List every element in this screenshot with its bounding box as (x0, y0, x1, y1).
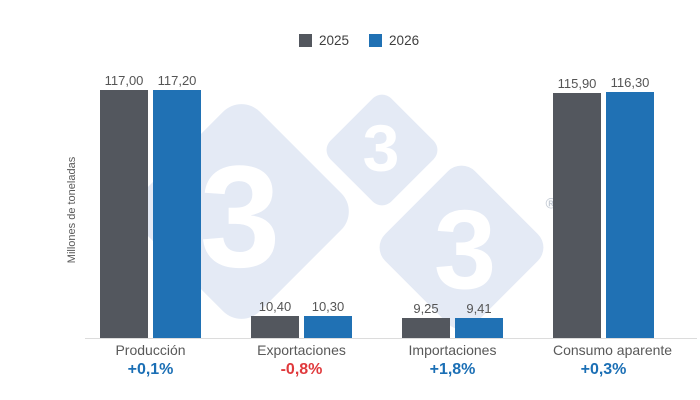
bar-group: 115,90 116,30 Consumo aparente +0,3% (553, 75, 672, 378)
bar-value-label: 10,40 (258, 299, 292, 314)
watermark-digit-right: 3 (433, 187, 497, 312)
delta-label: -0,8% (280, 361, 323, 378)
legend-item-2026: 2026 (369, 33, 419, 48)
category-label: Producción (115, 342, 186, 358)
bar-value-label: 10,30 (311, 299, 345, 315)
category-label: Consumo aparente (553, 342, 673, 358)
bar-value-label: 116,30 (610, 74, 650, 90)
bar-value-label: 9,41 (466, 301, 492, 317)
category-label: Importaciones (408, 342, 497, 358)
bar-group: 117,00 117,20 Producción +0,1% (100, 73, 201, 378)
bar-value-label: 117,20 (157, 73, 197, 88)
legend-swatch-2026 (369, 34, 383, 47)
delta-label: +1,8% (429, 361, 476, 378)
bar-2026: 9,41 (455, 301, 503, 338)
y-axis-label: Millones de toneladas (66, 156, 78, 264)
watermark-digit-top: 3 (362, 111, 400, 185)
bar-2026: 117,20 (153, 73, 201, 338)
bar-value-label: 115,90 (557, 75, 597, 91)
bar-2025: 117,00 (100, 73, 148, 338)
bar-2025: 115,90 (553, 76, 601, 338)
legend-item-2025: 2025 (299, 33, 349, 48)
legend-label-2025: 2025 (319, 33, 350, 48)
registered-trademark-icon: ® (545, 195, 557, 213)
watermark-digit-left: 3 (199, 135, 281, 298)
bar-value-label: 117,00 (104, 73, 144, 89)
legend-label-2026: 2026 (389, 33, 420, 48)
category-label: Exportaciones (257, 342, 346, 358)
bar-value-label: 9,25 (413, 301, 439, 317)
legend-swatch-2025 (299, 34, 312, 47)
legend: 2025 2026 (299, 33, 419, 48)
bar-2026: 116,30 (606, 75, 654, 338)
bar-group: 10,40 10,30 Exportaciones -0,8% (251, 299, 352, 378)
delta-label: +0,1% (127, 361, 174, 378)
bar-group: 9,25 9,41 Importaciones +1,8% (402, 301, 503, 378)
x-axis-baseline (85, 338, 697, 339)
bar-2025: 10,40 (251, 299, 299, 338)
bar-2026: 10,30 (304, 299, 352, 338)
bar-2025: 9,25 (402, 301, 450, 338)
delta-label: +0,3% (580, 361, 627, 378)
